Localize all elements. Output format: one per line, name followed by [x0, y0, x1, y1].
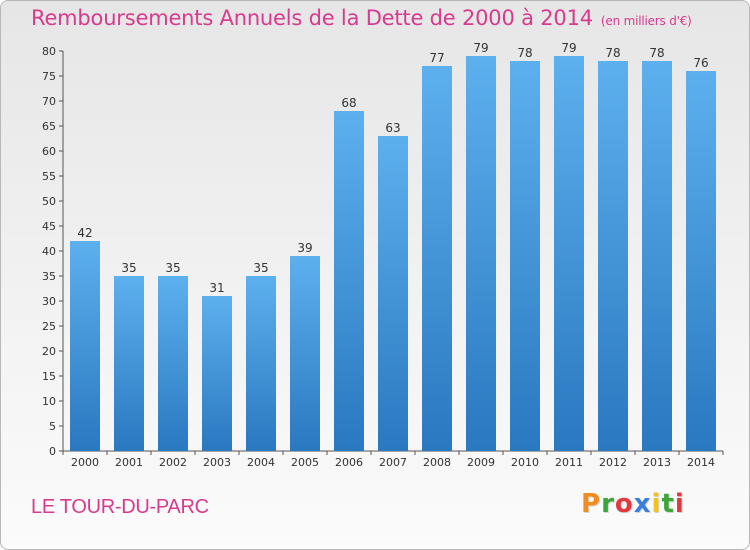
bars: [70, 56, 716, 451]
y-tick-label: 55: [42, 170, 56, 183]
y-tick-label: 35: [42, 270, 56, 283]
data-label: 79: [473, 41, 488, 55]
data-label: 79: [561, 41, 576, 55]
y-tick-label: 75: [42, 70, 56, 83]
x-tick-label: 2005: [291, 456, 319, 469]
bar: [158, 276, 188, 451]
chart-title-text: Remboursements Annuels de la Dette de 20…: [31, 6, 593, 30]
data-label: 78: [649, 46, 664, 60]
bar: [554, 56, 584, 451]
x-tick-label: 2007: [379, 456, 407, 469]
y-tick-label: 65: [42, 120, 56, 133]
x-tick-label: 2000: [71, 456, 99, 469]
y-tick-label: 15: [42, 370, 56, 383]
y-tick-label: 30: [42, 295, 56, 308]
brand-letter: o: [614, 489, 634, 519]
y-tick-label: 45: [42, 220, 56, 233]
bar: [422, 66, 452, 451]
brand-letter: P: [581, 489, 602, 519]
brand-logo: Proxiti: [581, 489, 685, 519]
data-label: 68: [341, 96, 356, 110]
x-tick-label: 2012: [599, 456, 627, 469]
brand-letter: i: [674, 489, 685, 519]
x-tick-label: 2004: [247, 456, 275, 469]
bar: [202, 296, 232, 451]
x-tick-label: 2006: [335, 456, 363, 469]
y-tick-label: 50: [42, 195, 56, 208]
chart-subtitle: (en milliers d'€): [600, 14, 692, 28]
data-label: 76: [693, 56, 708, 70]
y-tick-label: 5: [49, 420, 56, 433]
x-tick-label: 2010: [511, 456, 539, 469]
axes: 0 5 10 15 20 25 30 35 40 45 50 55 60 65 70 75 80 2000 2001…: [42, 45, 724, 469]
bar: [510, 61, 540, 451]
bar: [378, 136, 408, 451]
x-tick-label: 2003: [203, 456, 231, 469]
data-label: 78: [605, 46, 620, 60]
bar: [334, 111, 364, 451]
data-label: 35: [253, 261, 268, 275]
x-tick-label: 2011: [555, 456, 583, 469]
x-tick-label: 2014: [687, 456, 715, 469]
bar: [686, 71, 716, 451]
y-tick-label: 0: [49, 445, 56, 458]
x-tick-label: 2009: [467, 456, 495, 469]
brand-letter: t: [661, 489, 675, 519]
bar: [290, 256, 320, 451]
bar: [114, 276, 144, 451]
data-label: 63: [385, 121, 400, 135]
bar: [246, 276, 276, 451]
x-tick-label: 2008: [423, 456, 451, 469]
y-tick-label: 40: [42, 245, 56, 258]
brand-letter: r: [601, 489, 615, 519]
y-tick-label: 70: [42, 95, 56, 108]
x-tick-label: 2001: [115, 456, 143, 469]
y-tick-label: 20: [42, 345, 56, 358]
y-tick-label: 10: [42, 395, 56, 408]
brand-letter: i: [651, 489, 662, 519]
bar: [598, 61, 628, 451]
bar: [466, 56, 496, 451]
data-label: 77: [429, 51, 444, 65]
x-tick-label: 2002: [159, 456, 187, 469]
data-label: 35: [165, 261, 180, 275]
data-label: 42: [77, 226, 92, 240]
data-label: 35: [121, 261, 136, 275]
bar: [642, 61, 672, 451]
x-tick-label: 2013: [643, 456, 671, 469]
y-tick-label: 60: [42, 145, 56, 158]
y-tick-label: 25: [42, 320, 56, 333]
place-name: LE TOUR-DU-PARC: [31, 496, 209, 518]
bar: [70, 241, 100, 451]
brand-letter: x: [633, 489, 652, 519]
data-label: 31: [209, 281, 224, 295]
y-tick-label: 80: [42, 45, 56, 58]
chart-title: Remboursements Annuels de la Dette de 20…: [31, 6, 692, 30]
data-label: 78: [517, 46, 532, 60]
data-label: 39: [297, 241, 312, 255]
data-labels: 42 35 35 31 35 39 68 63 77 79 78 79 78 78 76: [77, 41, 708, 295]
